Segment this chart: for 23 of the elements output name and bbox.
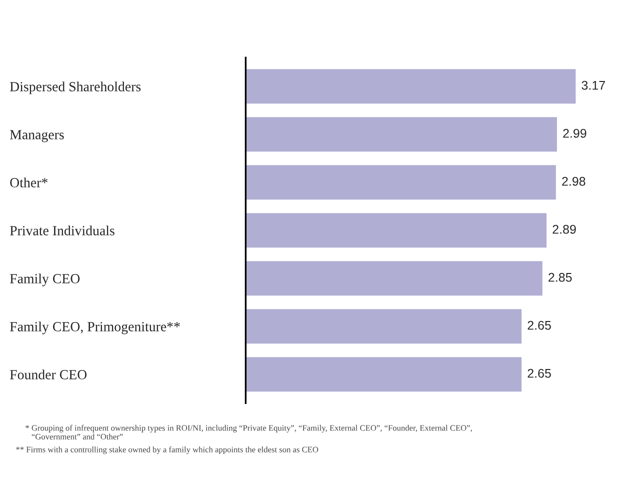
data-label: 2.65 [528, 320, 551, 330]
bar [246, 357, 522, 392]
bar [246, 261, 542, 296]
data-label: 2.99 [563, 128, 586, 138]
y-tick-label: Founder CEO [10, 370, 87, 380]
y-tick-label: Dispersed Shareholders [10, 82, 141, 94]
data-label: 2.85 [548, 272, 572, 282]
bar [246, 213, 547, 248]
bar [246, 165, 556, 200]
y-tick-label: Family CEO [10, 274, 80, 286]
y-tick-label: Other* [10, 178, 48, 188]
bar [246, 309, 522, 344]
bar [246, 117, 557, 152]
data-label: 2.65 [528, 368, 551, 378]
data-label: 2.89 [552, 224, 576, 234]
y-tick-label: Family CEO, Primogeniture** [10, 322, 180, 334]
y-tick-label: Managers [10, 130, 64, 142]
text: * Grouping of infrequent ownership types in ROI/NI, including “Private Equity”, “Family, External CEO”, “Founder, External CEO”, “Government” and “Other” [26, 424, 472, 440]
y-tick-label: Private Individuals [10, 226, 114, 236]
bar [246, 69, 576, 104]
data-label: 3.17 [582, 80, 605, 90]
data-label: 2.98 [562, 176, 586, 186]
text: ** Firms with a controlling stake owned by a family which appoints the eldest son as CEO [16, 446, 318, 454]
